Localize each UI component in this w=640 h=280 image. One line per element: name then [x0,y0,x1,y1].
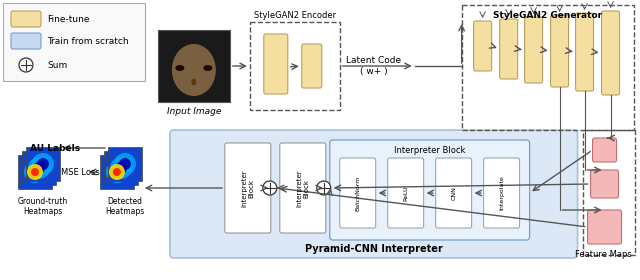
Text: MSE Loss: MSE Loss [61,167,99,176]
Text: Train from scratch: Train from scratch [47,36,129,46]
Text: Ground-truth
Heatmaps: Ground-truth Heatmaps [18,197,68,216]
Text: Sum: Sum [47,60,67,69]
Text: Interpolate: Interpolate [499,176,504,210]
Circle shape [27,164,43,180]
Circle shape [33,162,45,174]
Circle shape [19,58,33,72]
FancyBboxPatch shape [225,143,271,233]
Text: ReLU: ReLU [403,185,408,201]
Bar [582,130,634,255]
Bar [104,151,138,185]
Text: Feature Maps: Feature Maps [575,250,632,259]
Text: Fine-tune: Fine-tune [47,15,90,24]
Text: Interpreter
Block: Interpreter Block [296,169,309,207]
Bar [158,30,230,102]
Bar [18,155,52,189]
Text: CNN: CNN [451,186,456,200]
FancyBboxPatch shape [330,140,530,240]
FancyBboxPatch shape [436,158,472,228]
FancyBboxPatch shape [280,143,326,233]
Circle shape [119,158,131,170]
Bar [100,155,134,189]
Text: AU Labels: AU Labels [30,144,80,153]
Text: StyleGAN2 Generator: StyleGAN2 Generator [493,11,602,20]
Bar [22,151,56,185]
Text: Latent Code
( w+ ): Latent Code ( w+ ) [346,56,401,76]
Circle shape [114,153,136,175]
FancyBboxPatch shape [525,17,543,83]
FancyBboxPatch shape [588,210,621,244]
Text: Pyramid-CNN Interpreter: Pyramid-CNN Interpreter [305,244,443,254]
Bar [250,22,340,110]
Circle shape [109,164,125,180]
FancyBboxPatch shape [484,158,520,228]
Circle shape [28,157,50,179]
FancyBboxPatch shape [302,44,322,88]
Circle shape [111,166,123,178]
FancyBboxPatch shape [575,13,593,91]
Circle shape [263,181,276,195]
FancyBboxPatch shape [591,170,618,198]
FancyBboxPatch shape [11,33,41,49]
FancyBboxPatch shape [264,34,288,94]
Text: Detected
Heatmaps: Detected Heatmaps [106,197,145,216]
Text: Interpreter Block: Interpreter Block [394,146,465,155]
Circle shape [37,158,49,170]
FancyBboxPatch shape [602,11,620,95]
Circle shape [24,161,46,183]
Text: StyleGAN2 Encoder: StyleGAN2 Encoder [253,11,336,20]
FancyBboxPatch shape [388,158,424,228]
FancyBboxPatch shape [474,21,492,71]
FancyBboxPatch shape [550,15,568,87]
Bar [3,3,145,81]
Ellipse shape [204,65,212,71]
Circle shape [110,157,132,179]
Bar [108,147,142,181]
FancyBboxPatch shape [593,138,616,162]
FancyBboxPatch shape [11,11,41,27]
Bar [26,147,60,181]
Circle shape [32,153,54,175]
Circle shape [317,181,331,195]
Circle shape [31,168,39,176]
FancyBboxPatch shape [170,130,577,258]
Text: Interpreter
Block: Interpreter Block [241,169,254,207]
FancyBboxPatch shape [500,19,518,79]
Circle shape [113,168,121,176]
FancyBboxPatch shape [340,158,376,228]
Text: BatchNorm: BatchNorm [355,175,360,211]
Ellipse shape [175,65,184,71]
Ellipse shape [172,44,216,96]
Circle shape [29,166,41,178]
Text: Input Image: Input Image [166,107,221,116]
Ellipse shape [191,78,196,85]
Circle shape [106,161,128,183]
Circle shape [115,162,127,174]
Bar [461,5,634,130]
